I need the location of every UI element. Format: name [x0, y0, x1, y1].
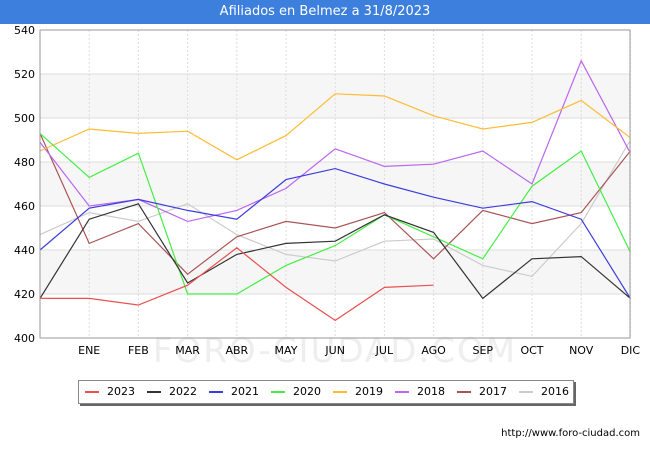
y-tick-label: 540	[14, 24, 35, 37]
legend-label: 2016	[541, 385, 569, 398]
legend-label: 2023	[107, 385, 135, 398]
legend-label: 2019	[355, 385, 383, 398]
x-tick-label: NOV	[569, 344, 594, 357]
series-line-2016	[39, 139, 631, 278]
legend-item-2023: 2023	[85, 381, 135, 403]
legend-swatch	[147, 391, 161, 393]
plot-border	[39, 29, 631, 339]
y-tick-label: 480	[14, 156, 35, 169]
legend: 2023 2022 2021 2020 2019 2018 2017 2016	[78, 380, 574, 404]
x-tick-label: AGO	[421, 344, 446, 357]
x-tick-label: DIC	[621, 344, 641, 357]
legend-item-2022: 2022	[147, 381, 197, 403]
x-tick-label: MAY	[275, 344, 298, 357]
series-line-2020	[39, 132, 631, 295]
x-axis-labels: ENE FEB MAR ABR MAY JUN JUL AGO SEP OCT NOV DIC	[78, 344, 640, 357]
legend-swatch	[333, 391, 347, 393]
legend-item-2020: 2020	[271, 381, 321, 403]
series-line-2017	[39, 133, 631, 275]
x-tick-label: JUL	[375, 344, 394, 357]
x-tick-label: OCT	[520, 344, 543, 357]
legend-swatch	[519, 391, 533, 393]
legend-item-2021: 2021	[209, 381, 259, 403]
y-tick-label: 400	[14, 332, 35, 345]
series-line-2019	[39, 93, 631, 161]
legend-swatch	[271, 391, 285, 393]
legend-swatch	[209, 391, 223, 393]
series-line-2023	[40, 247, 434, 322]
legend-item-2018: 2018	[395, 381, 445, 403]
series-line-2022	[39, 203, 631, 300]
chart-title: Afiliados en Belmez a 31/8/2023	[0, 0, 650, 24]
y-axis-labels: 400 420 440 460 480 500 520 540	[14, 24, 35, 345]
legend-label: 2022	[169, 385, 197, 398]
legend-swatch	[395, 391, 409, 393]
x-tick-label: SEP	[473, 344, 494, 357]
x-tick-label: JUN	[324, 344, 345, 357]
series-lines	[39, 59, 631, 322]
legend-item-2019: 2019	[333, 381, 383, 403]
legend-item-2016: 2016	[519, 381, 569, 403]
y-tick-label: 420	[14, 288, 35, 301]
x-tick-label: ENE	[78, 344, 100, 357]
legend-label: 2018	[417, 385, 445, 398]
legend-swatch	[85, 391, 99, 393]
source-credit: http://www.foro-ciudad.com	[501, 428, 640, 439]
legend-label: 2017	[479, 385, 507, 398]
y-tick-label: 440	[14, 244, 35, 257]
x-tick-label: ABR	[225, 344, 248, 357]
x-tick-label: FEB	[128, 344, 149, 357]
x-tick-label: MAR	[175, 344, 200, 357]
y-tick-label: 500	[14, 112, 35, 125]
series-line-2021	[39, 167, 631, 299]
legend-item-2017: 2017	[457, 381, 507, 403]
legend-swatch	[457, 391, 471, 393]
legend-label: 2020	[293, 385, 321, 398]
y-tick-label: 520	[14, 68, 35, 81]
y-tick-label: 460	[14, 200, 35, 213]
legend-label: 2021	[231, 385, 259, 398]
